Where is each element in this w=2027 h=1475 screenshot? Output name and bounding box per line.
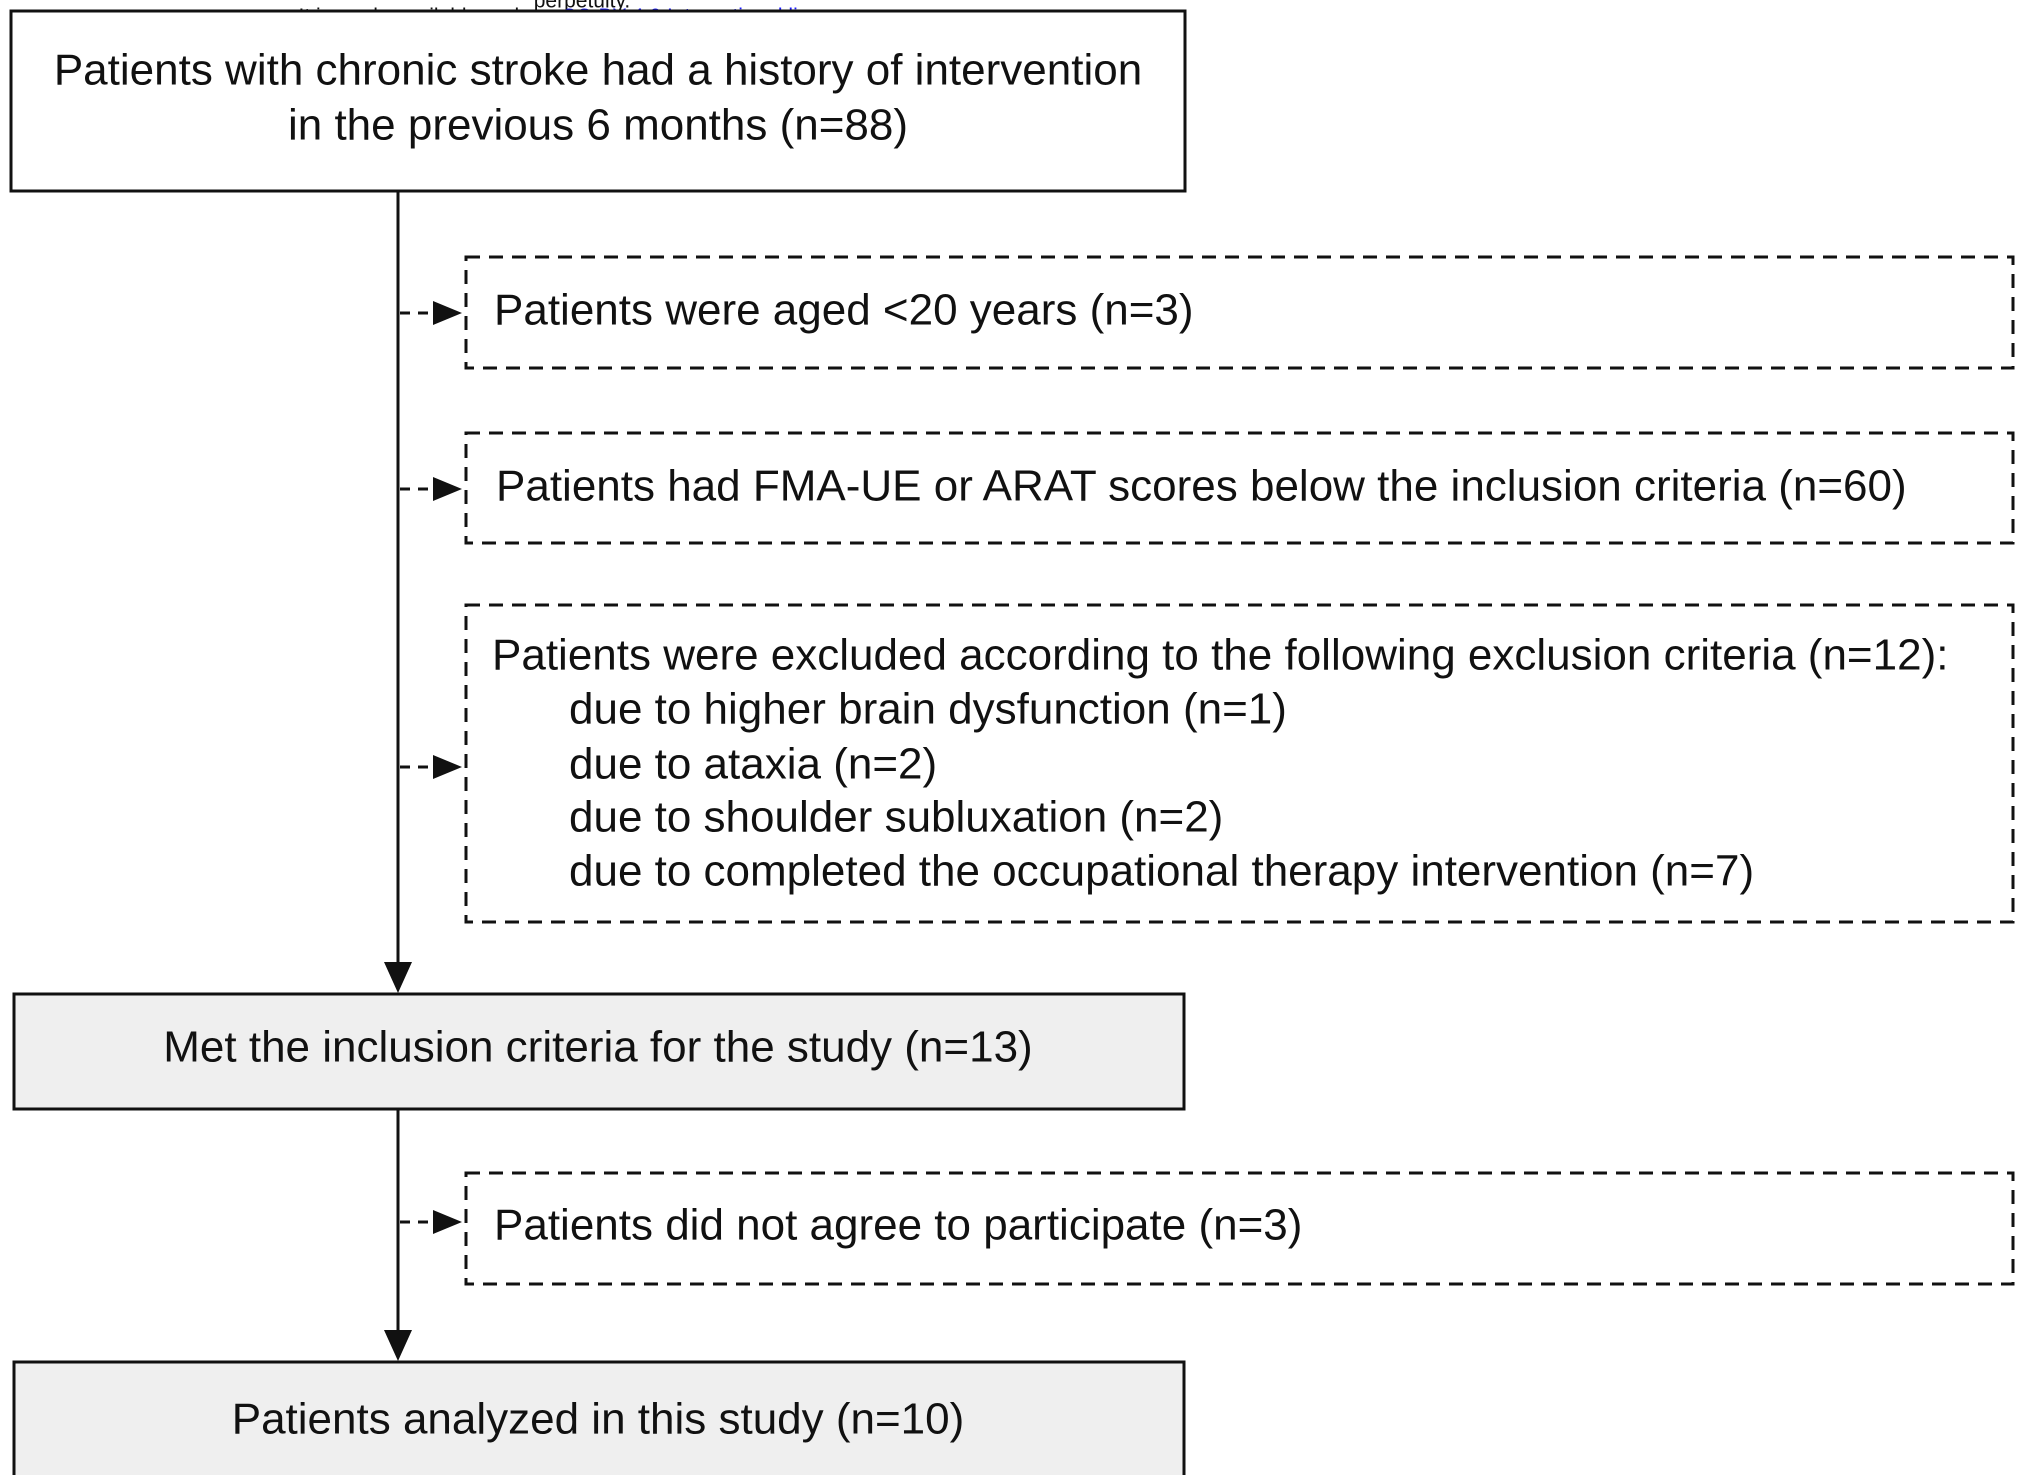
node-text: due to shoulder subluxation (n=2)	[569, 793, 1223, 842]
node-text: Patients were excluded according to the …	[492, 631, 1948, 680]
node-text: Patients were aged <20 years (n=3)	[494, 286, 1194, 335]
node-text: Patients had FMA-UE or ARAT scores below…	[496, 462, 1907, 511]
node-text: Patients analyzed in this study (n=10)	[232, 1395, 965, 1444]
exclusion-box	[464, 603, 2015, 924]
node-box	[12, 1360, 1186, 1475]
exclusion-box	[464, 255, 2015, 370]
node-text: due to ataxia (n=2)	[569, 740, 937, 789]
header-line: perpetuity.	[534, 0, 631, 13]
node-text: in the previous 6 months (n=88)	[288, 101, 908, 150]
arrowhead	[384, 1330, 412, 1361]
branch-arrows	[400, 301, 462, 1234]
node-text: Patients with chronic stroke had a histo…	[54, 46, 1142, 95]
node-text: due to higher brain dysfunction (n=1)	[569, 685, 1287, 734]
node-box	[9, 9, 1187, 193]
node-box	[12, 992, 1186, 1111]
exclusion-box	[464, 431, 2015, 545]
node-text: Met the inclusion criteria for the study…	[163, 1023, 1032, 1072]
arrowhead	[384, 962, 412, 993]
node-text: due to completed the occupational therap…	[569, 847, 1754, 896]
exclusion-box	[464, 1171, 2015, 1286]
node-text: Patients did not agree to participate (n…	[494, 1201, 1302, 1250]
